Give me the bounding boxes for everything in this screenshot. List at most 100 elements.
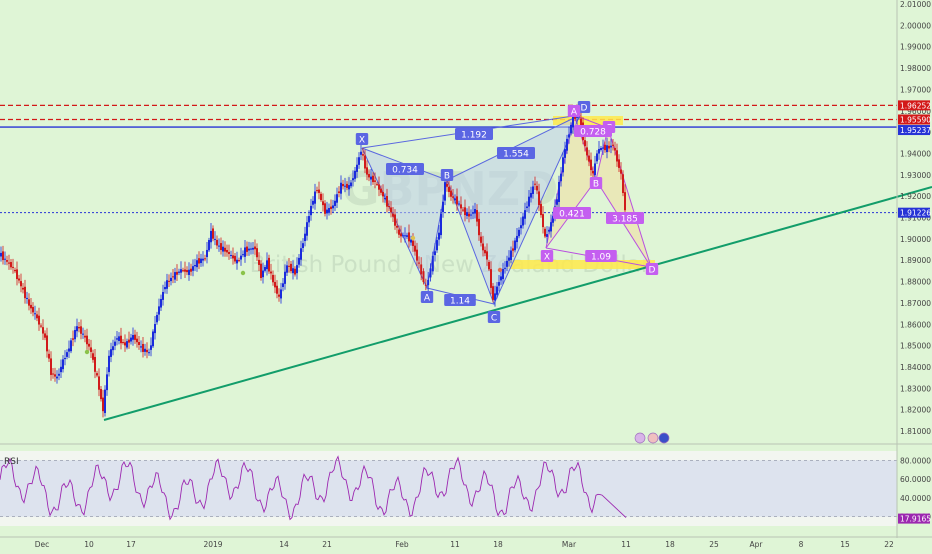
- candle-body: [612, 144, 614, 146]
- candle-body: [16, 269, 18, 280]
- candle-body: [566, 138, 568, 151]
- signal-dot: [497, 267, 503, 273]
- candle-body: [342, 183, 344, 187]
- x-tick-label: 17: [126, 540, 136, 549]
- candle-body: [400, 233, 402, 237]
- candle-body: [222, 246, 224, 252]
- y-tick-label: 1.83000: [900, 384, 931, 393]
- candle-body: [236, 259, 238, 264]
- candle-body: [78, 326, 80, 329]
- candle-body: [404, 235, 406, 237]
- candle-body: [114, 341, 116, 346]
- candle-body: [216, 239, 218, 246]
- pattern-purple-label-bg: [567, 105, 581, 117]
- candle-body: [438, 232, 440, 240]
- candle-body: [242, 254, 244, 256]
- y-tick-label: 1.81000: [900, 427, 931, 436]
- candle-body: [358, 157, 360, 165]
- candle-body: [132, 335, 134, 340]
- candle-body: [496, 286, 498, 295]
- candle-body: [538, 191, 540, 206]
- pattern-blue-label-bg: [455, 128, 493, 140]
- candle-body: [532, 186, 534, 194]
- pattern-blue-label: D: [581, 104, 588, 114]
- candle-body: [14, 269, 16, 272]
- candle-body: [368, 174, 370, 178]
- support-trendline[interactable]: [103, 186, 932, 421]
- candle-body: [462, 209, 464, 211]
- candle-body: [580, 118, 582, 125]
- rsi-current-label: 17.9165: [900, 515, 931, 524]
- candle-body: [290, 263, 292, 272]
- candle-body: [524, 210, 526, 219]
- candle-body: [388, 206, 390, 208]
- candle-body: [10, 262, 12, 268]
- pattern-blue-label-bg: [487, 311, 501, 323]
- candle-body: [122, 342, 124, 344]
- candle-body: [408, 232, 410, 242]
- event-icon[interactable]: [658, 432, 670, 444]
- y-tick-label: 1.97000: [900, 85, 931, 94]
- candle-body: [316, 190, 318, 192]
- candle-body: [516, 235, 518, 243]
- candle-body: [570, 124, 572, 134]
- candle-body: [416, 249, 418, 261]
- candle-body: [40, 325, 42, 327]
- candle-body: [64, 357, 66, 360]
- candle-body: [431, 255, 434, 272]
- candle-body: [602, 147, 604, 149]
- x-tick-label: 10: [84, 540, 94, 549]
- candle-body: [608, 145, 610, 149]
- candle-body: [340, 182, 342, 194]
- candle-body: [214, 238, 216, 240]
- candle-body: [240, 255, 242, 260]
- candle-body: [514, 240, 516, 251]
- candle-body: [616, 150, 618, 162]
- candle-body: [460, 204, 462, 209]
- candle-body: [170, 277, 172, 282]
- rsi-band: [0, 460, 897, 517]
- candle-body: [324, 203, 326, 214]
- candle-body: [124, 342, 126, 346]
- candle-body: [176, 271, 178, 275]
- candle-body: [266, 260, 268, 270]
- event-icon[interactable]: [634, 432, 646, 444]
- y-tick-label: 1.89000: [900, 256, 931, 265]
- candle-body: [56, 376, 58, 379]
- pattern-blue-label: 1.14: [450, 297, 470, 307]
- candle-body: [474, 209, 476, 214]
- y-tick-label: 1.91000: [900, 214, 931, 223]
- candle-body: [512, 248, 514, 251]
- candle-body: [584, 140, 586, 147]
- candle-body: [50, 358, 52, 375]
- candle-body: [402, 235, 404, 237]
- candle-body: [2, 251, 4, 261]
- candle-body: [100, 389, 102, 400]
- pattern-purple-label: D: [649, 266, 656, 276]
- candle-body: [378, 184, 380, 190]
- candle-body: [308, 216, 310, 223]
- candle-body: [280, 289, 282, 299]
- x-tick-label: Feb: [395, 540, 409, 549]
- candle-body: [572, 116, 574, 128]
- pattern-blue-label-bg: [420, 291, 434, 303]
- event-icon[interactable]: [647, 432, 659, 444]
- candle-body: [12, 266, 14, 268]
- candle-body: [330, 206, 332, 210]
- candle-body: [0, 252, 2, 257]
- candle-body: [256, 248, 258, 258]
- candle-body: [478, 218, 480, 236]
- candle-body: [166, 280, 168, 289]
- pattern-purple-label-bg: [589, 177, 603, 189]
- candle-body: [198, 258, 200, 264]
- candle-body: [34, 313, 36, 315]
- pattern-purple-label: 1.09: [591, 253, 611, 263]
- pattern-blue-label: X: [359, 136, 365, 146]
- rsi-tick-label: 60.0000: [900, 475, 931, 484]
- candle-body: [444, 182, 446, 201]
- candle-body: [564, 149, 566, 158]
- price-tag-bg: [898, 114, 930, 125]
- candle-body: [352, 178, 354, 181]
